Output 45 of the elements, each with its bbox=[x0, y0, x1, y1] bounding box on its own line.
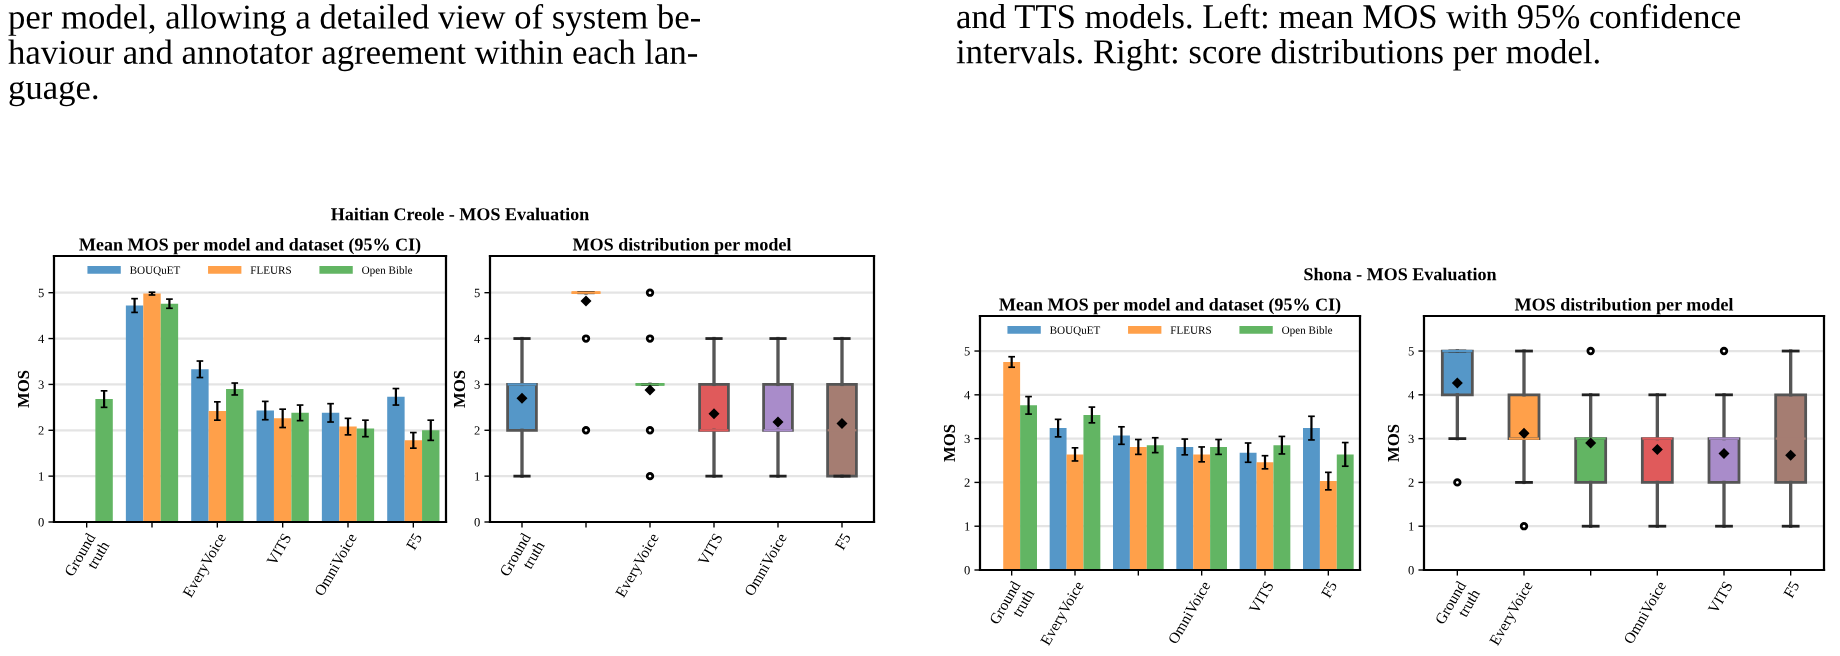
bar bbox=[125, 305, 144, 522]
bar bbox=[422, 430, 440, 522]
chart-title: MOS distribution per model bbox=[1514, 297, 1734, 315]
chart-title: MOS distribution per model bbox=[572, 237, 792, 255]
bar bbox=[1129, 446, 1147, 570]
bar bbox=[1020, 405, 1037, 570]
bar bbox=[1083, 414, 1101, 570]
bar bbox=[95, 399, 113, 522]
bar bbox=[1003, 361, 1021, 570]
bar bbox=[356, 428, 375, 522]
bar bbox=[273, 418, 292, 522]
bar bbox=[1303, 428, 1320, 570]
bar bbox=[1146, 445, 1164, 570]
bar bbox=[226, 389, 244, 522]
text: Haitian Creole - MOS Evaluation bbox=[331, 207, 589, 221]
bar bbox=[1210, 446, 1227, 570]
chart-title: Mean MOS per model and dataset (95% CI) bbox=[999, 297, 1341, 315]
y-axis-title: MOS bbox=[943, 424, 956, 462]
bar bbox=[1319, 481, 1337, 570]
bar bbox=[387, 396, 405, 522]
bar bbox=[143, 293, 161, 522]
bar bbox=[291, 412, 309, 522]
bar bbox=[1176, 446, 1194, 570]
bar bbox=[339, 426, 357, 522]
text: and TTS models. Left: mean MOS with 95% confidence intervals. Right: score distributions per model. bbox=[956, 3, 1741, 71]
bar bbox=[1256, 462, 1274, 570]
bar bbox=[208, 411, 227, 522]
text: per model, allowing a detailed view of system be- haviour and annotator agreement within each lan- guage. bbox=[8, 4, 701, 107]
bar bbox=[404, 440, 423, 522]
bar bbox=[1193, 454, 1211, 570]
bar bbox=[321, 412, 340, 522]
bar bbox=[160, 303, 179, 522]
bar bbox=[1273, 445, 1291, 570]
text: Shona - MOS Evaluation bbox=[1304, 267, 1497, 281]
bar bbox=[1336, 454, 1354, 570]
bar bbox=[1113, 435, 1130, 570]
y-axis-title: MOS bbox=[17, 370, 30, 408]
y-axis-title: MOS bbox=[1387, 424, 1400, 462]
chart-title: Mean MOS per model and dataset (95% CI) bbox=[79, 237, 421, 255]
bar bbox=[1239, 452, 1257, 570]
bar bbox=[1049, 428, 1067, 570]
bar bbox=[191, 369, 209, 522]
bar bbox=[256, 410, 274, 522]
y-axis-title: MOS bbox=[453, 370, 466, 408]
bar bbox=[1066, 454, 1084, 570]
